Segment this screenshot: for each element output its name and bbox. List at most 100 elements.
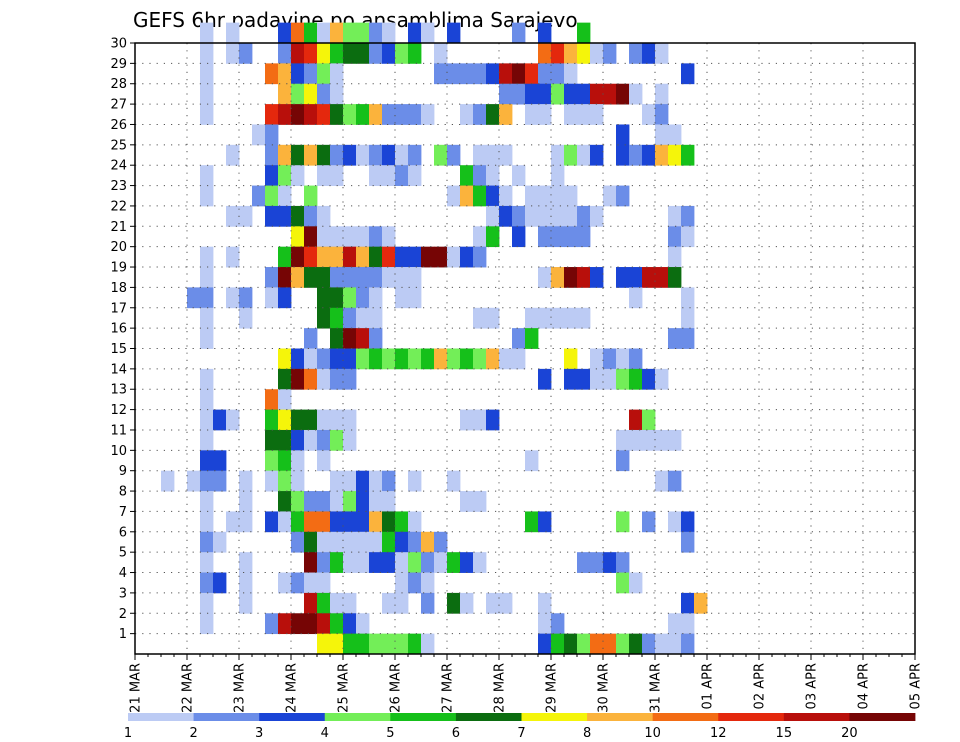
heatmap-cell — [291, 43, 305, 64]
heatmap-cell — [642, 267, 656, 288]
heatmap-cell — [343, 43, 357, 64]
heatmap-cell — [239, 43, 253, 64]
heatmap-cell — [317, 63, 331, 85]
heatmap-cell — [564, 144, 578, 166]
heatmap-cell — [304, 572, 318, 594]
colorbar-swatch — [193, 713, 260, 721]
heatmap-cell — [486, 307, 500, 329]
heatmap-cell — [460, 491, 474, 512]
heatmap-cell — [317, 613, 331, 635]
heatmap-cell — [603, 185, 617, 207]
heatmap-cell — [317, 104, 331, 125]
heatmap-cell — [655, 470, 669, 492]
heatmap-cell — [408, 104, 422, 125]
heatmap-cell — [590, 104, 604, 125]
heatmap-cell — [317, 267, 331, 288]
heatmap-cell — [200, 450, 214, 472]
heatmap-cell — [473, 226, 487, 248]
heatmap-cell — [668, 633, 682, 655]
heatmap-cell — [304, 144, 318, 166]
heatmap-cell — [226, 144, 240, 166]
y-tick-label: 9 — [119, 464, 127, 479]
x-tick-label: 24 MAR — [285, 663, 300, 713]
heatmap-cell — [421, 572, 435, 594]
heatmap-cell — [343, 348, 357, 370]
heatmap-cell — [291, 22, 305, 44]
heatmap-cell — [200, 104, 214, 125]
heatmap-cell — [655, 368, 669, 390]
heatmap-cell — [278, 185, 292, 207]
heatmap-cell — [239, 307, 253, 329]
heatmap-cell — [265, 185, 279, 207]
colorbar-swatch — [128, 713, 194, 721]
heatmap-cell — [304, 592, 318, 614]
y-tick-label: 24 — [110, 159, 127, 174]
heatmap-cell — [525, 307, 539, 329]
heatmap-cell — [317, 83, 331, 105]
heatmap-cell — [291, 429, 305, 451]
heatmap-cell — [629, 144, 643, 166]
heatmap-cell — [330, 368, 344, 390]
heatmap-cell — [382, 491, 396, 512]
heatmap-cell — [603, 43, 617, 64]
heatmap-cell — [343, 307, 357, 329]
y-tick-label: 23 — [110, 179, 127, 194]
heatmap-cell — [434, 348, 448, 370]
colorbar-swatch — [718, 713, 785, 721]
heatmap-cell — [538, 368, 552, 390]
heatmap-cell — [291, 450, 305, 472]
heatmap-cell — [239, 470, 253, 492]
heatmap-cell — [681, 287, 695, 309]
heatmap-cell — [538, 267, 552, 288]
heatmap-cell — [590, 144, 604, 166]
heatmap-cell — [330, 246, 344, 268]
y-tick-label: 22 — [110, 199, 127, 214]
heatmap-cell — [200, 63, 214, 85]
heatmap-cell — [226, 287, 240, 309]
heatmap-cell — [356, 22, 370, 44]
heatmap-cell — [525, 185, 539, 207]
heatmap-cell — [265, 124, 279, 146]
heatmap-cell — [369, 348, 383, 370]
heatmap-cell — [343, 552, 357, 573]
heatmap-cell — [668, 205, 682, 227]
heatmap-cell — [382, 267, 396, 288]
heatmap-cell — [486, 409, 500, 431]
heatmap-cell — [317, 429, 331, 451]
heatmap-cell — [551, 226, 565, 248]
heatmap-cell — [356, 144, 370, 166]
heatmap-cell — [382, 470, 396, 492]
y-tick-label: 13 — [110, 383, 127, 398]
heatmap-cell — [343, 511, 357, 533]
heatmap-cell — [538, 104, 552, 125]
heatmap-cell — [291, 409, 305, 431]
heatmap-cell — [382, 552, 396, 573]
heatmap-cell — [499, 205, 513, 227]
heatmap-cell — [577, 267, 591, 288]
heatmap-cell — [577, 104, 591, 125]
heatmap-cell — [278, 491, 292, 512]
heatmap-cell — [200, 511, 214, 533]
heatmap-cell — [447, 185, 461, 207]
heatmap-cell — [668, 246, 682, 268]
heatmap-cell — [317, 368, 331, 390]
heatmap-cell — [408, 470, 422, 492]
heatmap-cell — [291, 368, 305, 390]
colorbar-swatch — [783, 713, 850, 721]
heatmap-cell — [317, 572, 331, 594]
heatmap-cell — [655, 633, 669, 655]
heatmap-cell — [538, 185, 552, 207]
x-tick-label: 05 APR — [909, 663, 924, 709]
colorbar-swatch — [455, 713, 522, 721]
heatmap-cell — [668, 124, 682, 146]
heatmap-cell — [486, 205, 500, 227]
heatmap-cell — [486, 185, 500, 207]
heatmap-cell — [629, 287, 643, 309]
heatmap-cell — [538, 83, 552, 105]
heatmap-cell — [616, 83, 630, 105]
heatmap-cell — [616, 185, 630, 207]
y-tick-label: 25 — [110, 138, 127, 153]
heatmap-cell — [538, 592, 552, 614]
heatmap-cell — [538, 613, 552, 635]
heatmap-cell — [382, 226, 396, 248]
